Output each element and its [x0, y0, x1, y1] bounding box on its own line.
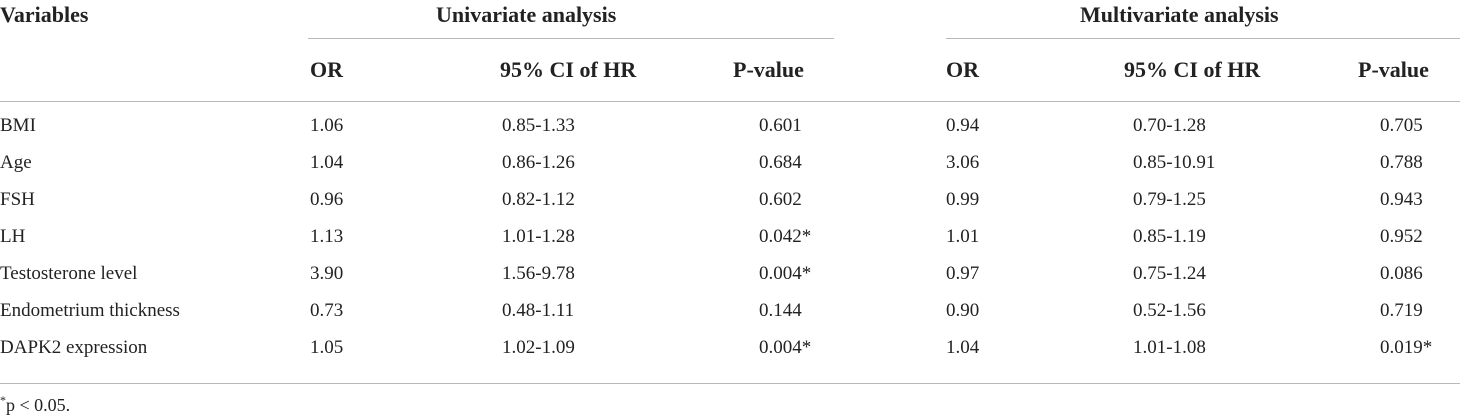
cell-univariate-p: 0.601 [759, 115, 802, 136]
footnote-mark: * [0, 393, 6, 407]
cell-multivariate-p: 0.943 [1380, 189, 1423, 210]
cell-multivariate-p: 0.952 [1380, 226, 1423, 247]
cell-multivariate-or: 1.01 [946, 226, 980, 247]
cell-multivariate-or: 0.90 [946, 300, 980, 321]
cell-variable: FSH [0, 189, 35, 210]
cell-univariate-or: 3.90 [310, 263, 344, 284]
cell-multivariate-or: 3.06 [946, 152, 980, 173]
cell-multivariate-ci: 0.75-1.24 [1133, 263, 1206, 284]
cell-univariate-p: 0.602 [759, 189, 802, 210]
cell-multivariate-p: 0.705 [1380, 115, 1423, 136]
cell-multivariate-ci: 0.79-1.25 [1133, 189, 1206, 210]
univariate-group-rule [308, 38, 834, 39]
cell-variable: DAPK2 expression [0, 337, 148, 358]
cell-univariate-ci: 0.48-1.11 [502, 300, 575, 321]
cell-multivariate-or: 0.97 [946, 263, 980, 284]
cell-univariate-p: 0.684 [759, 152, 802, 173]
cell-univariate-ci: 1.02-1.09 [502, 337, 575, 358]
header-univariate: Univariate analysis [436, 2, 617, 27]
cell-multivariate-ci: 1.01-1.08 [1133, 337, 1206, 358]
cell-univariate-p: 0.144 [759, 300, 802, 321]
cell-univariate-or: 1.06 [310, 115, 344, 136]
footnote: *p < 0.05. [0, 393, 70, 416]
cell-variable: BMI [0, 115, 36, 136]
bottom-rule [0, 383, 1460, 384]
subheader-multivariate-or: OR [946, 57, 979, 82]
footnote-text: p < 0.05. [6, 395, 71, 415]
cell-univariate-p: 0.042* [759, 226, 812, 247]
cell-multivariate-ci: 0.85-1.19 [1133, 226, 1206, 247]
cell-multivariate-or: 0.94 [946, 115, 980, 136]
cell-univariate-ci: 0.82-1.12 [502, 189, 575, 210]
cell-univariate-p: 0.004* [759, 337, 812, 358]
header-variables: Variables [0, 2, 89, 27]
cell-multivariate-ci: 0.70-1.28 [1133, 115, 1206, 136]
cell-multivariate-p: 0.019* [1380, 337, 1433, 358]
cell-variable: Age [0, 152, 32, 173]
header-multivariate: Multivariate analysis [1080, 2, 1279, 27]
cell-multivariate-ci: 0.85-10.91 [1133, 152, 1216, 173]
subheader-univariate-p: P-value [733, 57, 804, 82]
cell-multivariate-or: 0.99 [946, 189, 980, 210]
cell-univariate-ci: 1.56-9.78 [502, 263, 575, 284]
cell-variable: Endometrium thickness [0, 300, 180, 321]
subheader-multivariate-p: P-value [1358, 57, 1429, 82]
cell-multivariate-p: 0.719 [1380, 300, 1423, 321]
cell-univariate-or: 1.05 [310, 337, 344, 358]
cell-variable: Testosterone level [0, 263, 138, 284]
cell-univariate-ci: 0.85-1.33 [502, 115, 575, 136]
cell-variable: LH [0, 226, 26, 247]
cell-multivariate-ci: 0.52-1.56 [1133, 300, 1206, 321]
cell-univariate-or: 0.73 [310, 300, 344, 321]
cell-univariate-ci: 1.01-1.28 [502, 226, 575, 247]
subheader-univariate-ci: 95% CI of HR [500, 57, 637, 82]
subheader-univariate-or: OR [310, 57, 343, 82]
header-rule [0, 101, 1460, 102]
cell-multivariate-p: 0.788 [1380, 152, 1423, 173]
cell-univariate-ci: 0.86-1.26 [502, 152, 575, 173]
cell-univariate-or: 0.96 [310, 189, 344, 210]
cell-univariate-p: 0.004* [759, 263, 812, 284]
cell-multivariate-or: 1.04 [946, 337, 980, 358]
cell-univariate-or: 1.13 [310, 226, 344, 247]
multivariate-group-rule [946, 38, 1460, 39]
cell-multivariate-p: 0.086 [1380, 263, 1423, 284]
subheader-multivariate-ci: 95% CI of HR [1124, 57, 1261, 82]
cell-univariate-or: 1.04 [310, 152, 344, 173]
